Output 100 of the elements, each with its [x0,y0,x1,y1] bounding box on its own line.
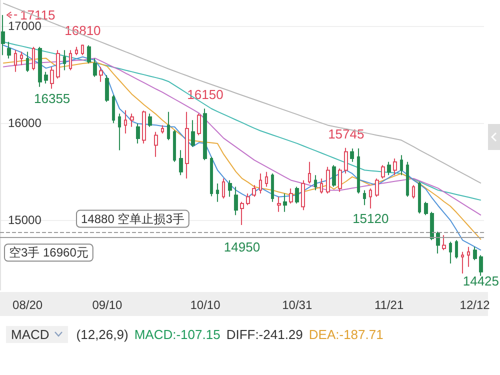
candlestick [424,201,428,216]
candlestick [44,71,48,84]
candlestick [350,148,354,162]
text: (12,26,9) [76,326,128,342]
candlestick [167,111,170,141]
candlestick [265,171,268,188]
x-tick-label: 11/21 [374,298,404,312]
candlestick [216,183,219,202]
candlestick [136,123,140,144]
candlestick [7,41,11,59]
candlestick [455,240,458,259]
candlestick [197,113,201,136]
candlestick [191,120,195,148]
candlestick [259,173,262,194]
candlestick [20,51,23,66]
candlestick [412,184,415,200]
candlestick [246,192,250,206]
candlestick [63,50,66,71]
candlestick [479,254,483,276]
candlestick [357,148,360,194]
x-tick-label: 10/10 [190,298,221,312]
candlestick [148,113,152,128]
candlestick [430,211,434,241]
candlestick [436,231,440,254]
candlestick [295,186,299,204]
x-tick-label: 09/10 [92,298,123,312]
candlestick [240,201,244,226]
candlestick [14,50,17,72]
y-tick-label: 15000 [8,213,42,228]
candlestick [473,246,477,261]
candlestick [332,164,336,188]
candlestick [418,181,421,214]
annotation: 16150 [187,87,224,102]
candlestick [50,66,54,90]
candlestick [375,178,379,198]
candlestick [442,234,446,251]
candlestick [393,158,397,176]
candlestick [369,188,372,210]
text: DIFF:-241.29 [226,326,303,342]
candlestick [154,131,158,158]
candlestick [289,188,293,204]
candlestick [161,124,164,134]
candlestick [203,108,207,161]
candlestick [130,113,134,128]
candlestick [277,196,281,212]
candlestick [112,94,115,124]
annotation: 16355 [34,91,70,106]
candlestick [283,192,287,212]
candlestick [406,161,409,198]
ref-line-label: 14880 空单止损3手 [81,212,184,226]
candlestick [314,174,317,191]
candlestick [400,154,403,176]
x-tick-label: 10/31 [282,298,312,312]
candlestick [124,110,127,134]
candlestick [308,161,311,184]
line-series [2,41,482,201]
annotation: 14425 [462,274,500,288]
x-tick-label: 12/12 [460,298,490,312]
line-series [2,2,482,184]
y-tick-label: 16000 [8,116,42,130]
candlestick [387,161,391,176]
annotation: 14950 [224,240,260,255]
text: MACD:-107.15 [134,326,220,342]
candlestick [222,178,225,200]
candlestick [179,150,183,176]
annotation: 15120 [352,211,389,226]
candlestick [326,166,330,194]
annotation: 16810 [64,23,101,38]
candlestick [118,113,121,151]
candlestick [320,178,323,194]
candlestick [26,51,29,72]
candlestick [228,180,232,198]
candlestick [271,173,274,202]
candlestick [210,156,213,197]
candlestick [142,110,146,144]
annotation: 15745 [328,126,364,142]
candlestick [461,251,464,274]
candlestick [99,66,103,82]
candlestick [1,14,5,56]
candlestick [449,241,452,264]
candlestick [75,46,78,56]
candlestick [338,168,342,192]
candlestick [173,130,176,162]
candlestick [381,164,385,179]
candlestick [301,180,305,211]
text: DEA:-187.71 [308,326,384,342]
candlestick [32,46,35,71]
candlestick [344,147,348,174]
candlestick [87,44,91,64]
candlestick [69,50,72,71]
candlestick [56,50,60,80]
candlestick [38,46,42,88]
candlestick [234,186,238,216]
candlestick [93,58,97,78]
candlestick [363,190,366,206]
x-tick-label: 08/20 [12,298,43,312]
candlestick [185,111,189,179]
candlestick [467,246,470,268]
candlestick [252,184,256,198]
candlestick [81,44,84,56]
